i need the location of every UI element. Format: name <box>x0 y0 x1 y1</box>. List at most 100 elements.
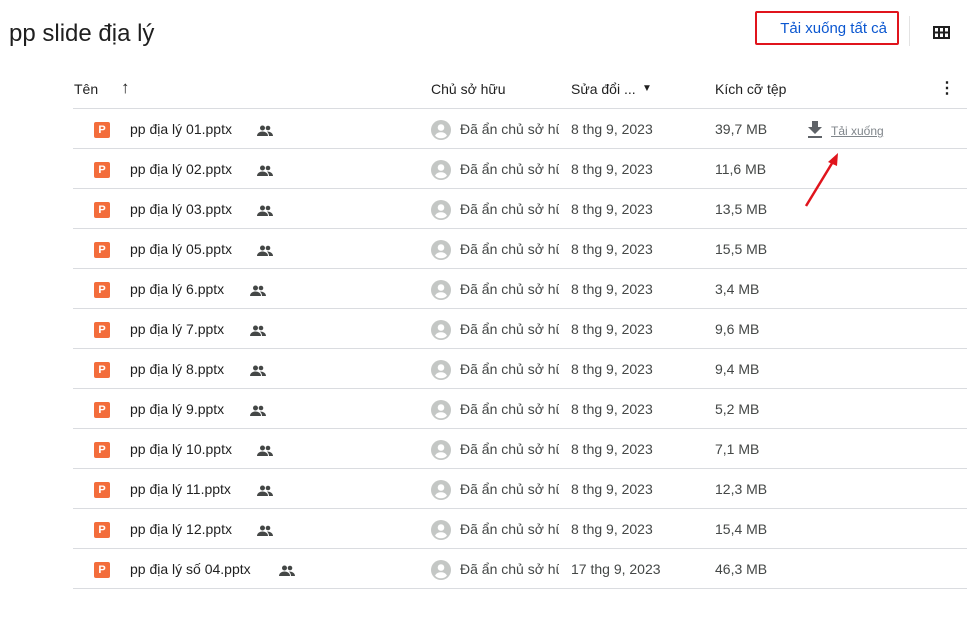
file-size: 11,6 MB <box>715 161 767 177</box>
owner-name: Đã ẩn chủ sở hữu <box>460 161 559 177</box>
powerpoint-file-icon: P <box>94 482 110 498</box>
powerpoint-file-icon: P <box>94 322 110 338</box>
owner-name: Đã ẩn chủ sở hữu <box>460 481 559 497</box>
owner-avatar <box>431 120 451 143</box>
powerpoint-file-icon: P <box>94 362 110 378</box>
file-row[interactable]: P pp địa lý 12.pptx Đã ẩn chủ sở hữu 8 t… <box>73 509 967 549</box>
column-modified[interactable]: Sửa đổi ... <box>571 81 636 97</box>
owner-avatar <box>431 520 451 543</box>
annotation-arrow <box>804 153 838 207</box>
file-row[interactable]: P pp địa lý 03.pptx Đã ẩn chủ sở hữu 8 t… <box>73 189 967 229</box>
owner-avatar <box>431 360 451 383</box>
download-icon <box>807 121 823 141</box>
shared-icon <box>257 203 274 219</box>
owner-name: Đã ẩn chủ sở hữu <box>460 521 559 537</box>
file-name[interactable]: pp địa lý 02.pptx <box>130 161 232 177</box>
column-name[interactable]: Tên <box>74 81 99 97</box>
file-row[interactable]: P pp địa lý 05.pptx Đã ẩn chủ sở hữu 8 t… <box>73 229 967 269</box>
owner-avatar <box>431 560 451 583</box>
file-name[interactable]: pp địa lý 01.pptx <box>130 121 232 137</box>
file-table: Tên ↑ Chủ sở hữu Sửa đổi ... ▼ Kích cỡ t… <box>73 68 967 589</box>
modified-date: 8 thg 9, 2023 <box>571 441 653 457</box>
file-name[interactable]: pp địa lý 11.pptx <box>130 481 231 497</box>
divider <box>909 16 910 46</box>
file-name[interactable]: pp địa lý 9.pptx <box>130 401 225 417</box>
file-size: 3,4 MB <box>715 281 760 297</box>
shared-icon <box>250 323 267 339</box>
file-name[interactable]: pp địa lý số 04.pptx <box>130 561 251 577</box>
owner-name: Đã ẩn chủ sở hữu <box>460 361 559 377</box>
modified-date: 8 thg 9, 2023 <box>571 401 653 417</box>
owner-avatar <box>431 200 451 223</box>
modified-date: 8 thg 9, 2023 <box>571 321 653 337</box>
file-name[interactable]: pp địa lý 6.pptx <box>130 281 225 297</box>
shared-icon <box>257 163 274 179</box>
file-row[interactable]: P pp địa lý số 04.pptx Đã ẩn chủ sở hữu … <box>73 549 967 589</box>
file-name[interactable]: pp địa lý 7.pptx <box>130 321 225 337</box>
file-size: 9,4 MB <box>715 361 760 377</box>
owner-avatar <box>431 480 451 503</box>
modified-date: 8 thg 9, 2023 <box>571 361 653 377</box>
caret-down-icon[interactable]: ▼ <box>642 83 652 94</box>
file-size: 46,3 MB <box>715 561 768 577</box>
powerpoint-file-icon: P <box>94 402 110 418</box>
table-header: Tên ↑ Chủ sở hữu Sửa đổi ... ▼ Kích cỡ t… <box>73 68 967 109</box>
owner-avatar <box>431 400 451 423</box>
file-size: 13,5 MB <box>715 201 768 217</box>
shared-icon <box>250 403 267 419</box>
shared-icon <box>279 563 295 579</box>
column-owner[interactable]: Chủ sở hữu <box>431 81 506 97</box>
download-button[interactable]: Tải xuống <box>807 121 884 141</box>
file-row[interactable]: P pp địa lý 8.pptx Đã ẩn chủ sở hữu 8 th… <box>73 349 967 389</box>
powerpoint-file-icon: P <box>94 122 110 138</box>
file-row[interactable]: P pp địa lý 11.pptx Đã ẩn chủ sở hữu 8 t… <box>73 469 967 509</box>
shared-icon <box>257 483 274 499</box>
file-name[interactable]: pp địa lý 03.pptx <box>130 201 232 217</box>
file-name[interactable]: pp địa lý 12.pptx <box>130 521 232 537</box>
modified-date: 8 thg 9, 2023 <box>571 241 653 257</box>
arrow-up-icon[interactable]: ↑ <box>121 78 130 97</box>
file-size: 12,3 MB <box>715 481 768 497</box>
file-name[interactable]: pp địa lý 10.pptx <box>130 441 232 457</box>
column-size[interactable]: Kích cỡ tệp <box>715 81 787 97</box>
shared-icon <box>250 363 267 379</box>
powerpoint-file-icon: P <box>94 202 110 218</box>
shared-icon <box>257 443 274 459</box>
owner-name: Đã ẩn chủ sở hữu <box>460 321 559 337</box>
owner-avatar <box>431 320 451 343</box>
file-size: 39,7 MB <box>715 121 768 137</box>
owner-name: Đã ẩn chủ sở hữu <box>460 121 559 137</box>
file-row[interactable]: P pp địa lý 01.pptx Đã ẩn chủ sở hữu 8 t… <box>73 109 967 149</box>
owner-avatar <box>431 440 451 463</box>
folder-title: pp slide địa lý <box>9 20 155 47</box>
file-row[interactable]: P pp địa lý 10.pptx Đã ẩn chủ sở hữu 8 t… <box>73 429 967 469</box>
owner-name: Đã ẩn chủ sở hữu <box>460 201 559 217</box>
file-size: 9,6 MB <box>715 321 760 337</box>
more-vert-icon[interactable]: ⋮ <box>939 80 955 97</box>
owner-name: Đã ẩn chủ sở hữu <box>460 241 559 257</box>
modified-date: 8 thg 9, 2023 <box>571 521 653 537</box>
shared-icon <box>250 283 267 299</box>
modified-date: 8 thg 9, 2023 <box>571 281 653 297</box>
download-label: Tải xuống <box>831 124 884 138</box>
owner-name: Đã ẩn chủ sở hữu <box>460 441 559 457</box>
powerpoint-file-icon: P <box>94 162 110 178</box>
file-name[interactable]: pp địa lý 05.pptx <box>130 241 232 257</box>
owner-name: Đã ẩn chủ sở hữu <box>460 561 559 577</box>
file-size: 15,5 MB <box>715 241 768 257</box>
owner-avatar <box>431 160 451 183</box>
file-row[interactable]: P pp địa lý 9.pptx Đã ẩn chủ sở hữu 8 th… <box>73 389 967 429</box>
file-name[interactable]: pp địa lý 8.pptx <box>130 361 225 377</box>
file-size: 7,1 MB <box>715 441 760 457</box>
owner-name: Đã ẩn chủ sở hữu <box>460 401 559 417</box>
file-size: 15,4 MB <box>715 521 768 537</box>
grid-view-icon[interactable] <box>933 26 950 39</box>
file-row[interactable]: P pp địa lý 02.pptx Đã ẩn chủ sở hữu 8 t… <box>73 149 967 189</box>
file-row[interactable]: P pp địa lý 7.pptx Đã ẩn chủ sở hữu 8 th… <box>73 309 967 349</box>
shared-icon <box>257 243 274 259</box>
owner-name: Đã ẩn chủ sở hữu <box>460 281 559 297</box>
file-row[interactable]: P pp địa lý 6.pptx Đã ẩn chủ sở hữu 8 th… <box>73 269 967 309</box>
download-all-button[interactable]: Tải xuống tất cả <box>755 11 899 45</box>
modified-date: 8 thg 9, 2023 <box>571 481 653 497</box>
modified-date: 8 thg 9, 2023 <box>571 121 653 137</box>
